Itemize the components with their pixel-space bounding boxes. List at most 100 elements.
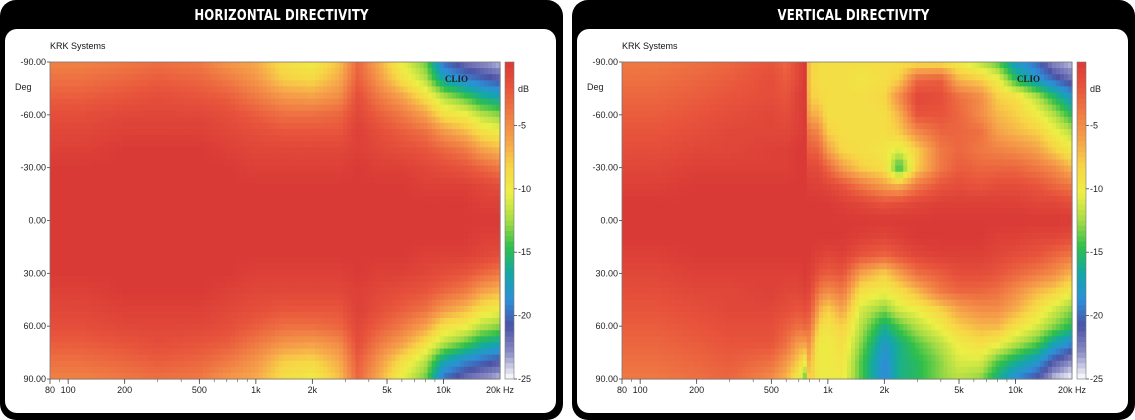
heatmap-cell (363, 177, 369, 185)
heatmap-cell (214, 269, 220, 276)
heatmap-cell (214, 147, 220, 155)
heatmap-cell (74, 342, 79, 350)
heatmap-cell (102, 238, 107, 246)
heatmap-cell (343, 305, 348, 313)
heatmap-cell (142, 330, 148, 337)
heatmap-cell (134, 250, 139, 258)
heatmap-cell (70, 208, 75, 216)
heatmap-cell (74, 299, 79, 307)
heatmap-cell (50, 68, 55, 75)
heatmap-cell (283, 275, 288, 283)
heatmap-cell (114, 372, 119, 380)
heatmap-cell (62, 141, 67, 148)
heatmap-cell (150, 190, 156, 197)
heatmap-cell (158, 293, 164, 301)
heatmap-cell (299, 342, 304, 350)
heatmap-cell (375, 324, 381, 331)
heatmap-cell (106, 366, 111, 374)
heatmap-cell (226, 244, 232, 252)
heatmap-cell (359, 202, 364, 209)
heatmap-cell (86, 74, 91, 81)
heatmap-cell (150, 348, 156, 356)
heatmap-cell (343, 281, 348, 289)
heatmap-cell (206, 318, 212, 325)
heatmap-cell (395, 208, 401, 216)
heatmap-cell (138, 68, 144, 75)
heatmap-cell (234, 116, 240, 124)
heatmap-cell (254, 257, 260, 264)
heatmap-cell (367, 318, 373, 325)
panel-title: HORIZONTAL DIRECTIVITY (194, 6, 369, 24)
heatmap-cell (291, 238, 296, 246)
heatmap-cell (399, 135, 405, 142)
heatmap-cell (303, 336, 308, 344)
heatmap-cell (431, 318, 437, 325)
heatmap-cell (319, 220, 324, 228)
heatmap-cell (50, 342, 55, 350)
heatmap-cell (423, 153, 429, 161)
heatmap-cell (391, 305, 397, 313)
heatmap-cell (275, 68, 280, 75)
heatmap-cell (182, 238, 188, 246)
heatmap-cell (98, 324, 103, 331)
heatmap-cell (198, 250, 204, 258)
heatmap-cell (287, 354, 292, 362)
heatmap-cell (295, 92, 300, 100)
heatmap-cell (287, 80, 292, 87)
heatmap-cell (427, 263, 433, 270)
heatmap-cell (423, 147, 429, 155)
heatmap-cell (355, 360, 360, 368)
heatmap-cell (66, 110, 71, 118)
heatmap-cell (363, 318, 369, 325)
heatmap-cell (178, 74, 184, 81)
heatmap-cell (74, 348, 79, 356)
heatmap-cell (250, 104, 256, 112)
heatmap-cell (391, 135, 397, 142)
heatmap-cell (242, 342, 248, 350)
heatmap-cell (407, 135, 413, 142)
heatmap-cell (70, 196, 75, 203)
heatmap-cell (423, 129, 429, 136)
heatmap-cell (307, 74, 312, 81)
heatmap-cell (291, 360, 296, 368)
heatmap-cell (270, 171, 276, 179)
heatmap-cell (102, 269, 107, 276)
heatmap-cell (218, 220, 224, 228)
heatmap-cell (242, 354, 248, 362)
heatmap-cell (114, 220, 119, 228)
heatmap-cell (287, 68, 292, 75)
heatmap-cell (347, 342, 352, 350)
heatmap-cell (359, 269, 364, 276)
heatmap-cell (194, 257, 200, 264)
heatmap-cell (94, 214, 99, 222)
heatmap-cell (323, 177, 328, 185)
heatmap-cell (142, 214, 148, 222)
heatmap-cell (266, 299, 272, 307)
heatmap-cell (178, 269, 184, 276)
heatmap-cell (206, 110, 212, 118)
heatmap-cell (254, 147, 260, 155)
heatmap-cell (351, 183, 356, 191)
heatmap-cell (90, 62, 95, 69)
heatmap-cell (355, 92, 360, 100)
heatmap-cell (339, 98, 344, 106)
heatmap-cell (130, 232, 135, 240)
heatmap-cell (134, 324, 139, 331)
heatmap-cell (387, 372, 393, 380)
heatmap-cell (343, 311, 348, 319)
heatmap-cell (62, 116, 67, 124)
heatmap-cell (295, 104, 300, 112)
heatmap-cell (351, 226, 356, 234)
heatmap-cell (367, 232, 373, 240)
heatmap-cell (266, 208, 272, 216)
heatmap-cell (283, 129, 288, 136)
heatmap-cell (331, 220, 336, 228)
heatmap-cell (262, 86, 268, 94)
heatmap-cell (323, 68, 328, 75)
heatmap-cell (146, 257, 152, 264)
heatmap-cell (403, 116, 409, 124)
heatmap-cell (150, 318, 156, 325)
heatmap-cell (202, 147, 208, 155)
heatmap-cell (98, 348, 103, 356)
heatmap-cell (142, 342, 148, 350)
